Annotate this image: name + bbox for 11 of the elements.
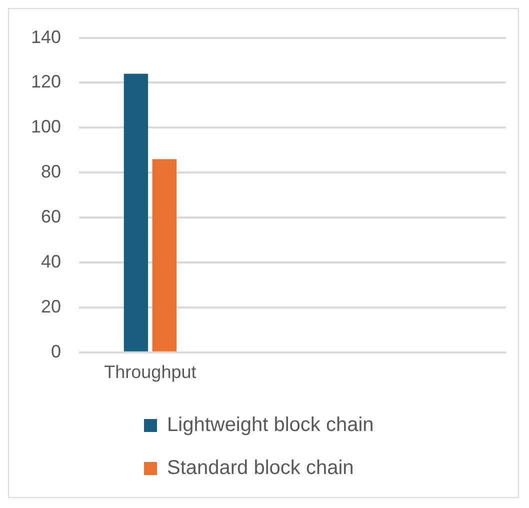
y-tick-label: 60 [41,206,62,227]
x-tick-label: Throughput [104,362,196,382]
y-tick-label: 120 [30,72,62,92]
y-tick-label: 0 [51,341,62,362]
y-tick-label: 40 [41,251,62,272]
legend-label: Lightweight block chain [167,414,374,437]
y-tick-label: 20 [41,296,62,316]
y-tick-label: 100 [30,116,62,137]
legend-label: Standard block chain [167,457,354,480]
y-tick-label: 140 [30,26,62,47]
y-tick-label: 80 [41,162,62,182]
